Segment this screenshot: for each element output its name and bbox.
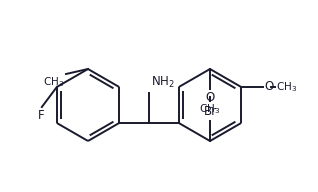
Text: CH$_3$: CH$_3$ <box>199 102 221 116</box>
Text: Br: Br <box>204 105 217 118</box>
Text: F: F <box>38 109 44 122</box>
Text: CH$_3$: CH$_3$ <box>43 75 64 89</box>
Text: O: O <box>205 91 215 104</box>
Text: O: O <box>264 80 273 94</box>
Text: CH$_3$: CH$_3$ <box>276 80 297 94</box>
Text: NH$_2$: NH$_2$ <box>151 75 175 90</box>
